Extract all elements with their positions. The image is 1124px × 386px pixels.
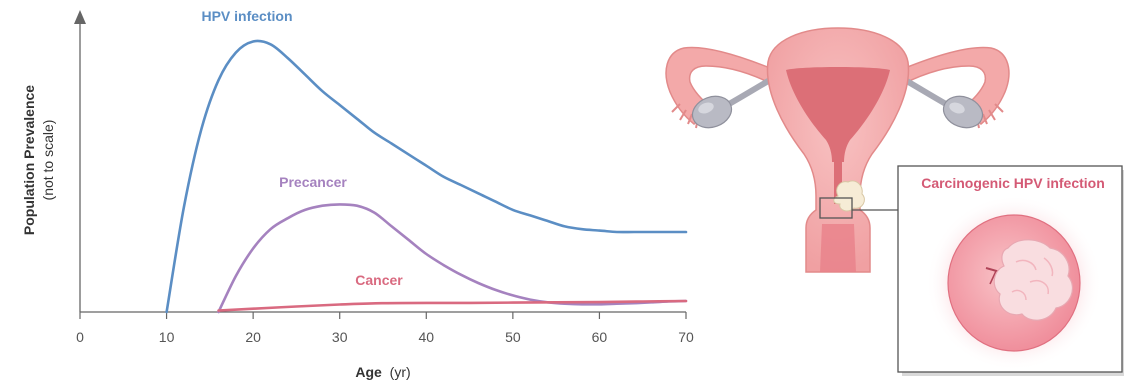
series-label-cancer: Cancer	[355, 272, 403, 288]
uterus-illustration	[665, 27, 1010, 273]
x-tick-label: 50	[505, 329, 521, 345]
x-tick-label: 30	[332, 329, 348, 345]
inset-lesion	[993, 239, 1073, 321]
vaginal-canal	[820, 224, 856, 272]
cervical-canal	[834, 160, 842, 204]
y-axis-label: Population Prevalence	[21, 85, 37, 235]
lesion-highlight-box	[819, 197, 853, 219]
y-axis-arrow	[74, 10, 86, 24]
series-line-cancer	[217, 299, 688, 312]
x-axis-label: Age	[355, 364, 382, 380]
x-tick-label: 0	[76, 329, 84, 345]
x-axis-unit: (yr)	[390, 364, 411, 380]
x-tick-label: 20	[245, 329, 261, 345]
x-tick-label: 60	[592, 329, 608, 345]
series-label-hpv-infection: HPV infection	[201, 8, 292, 24]
right-fimbriae	[976, 103, 1004, 129]
x-axis-title: Age (yr)	[355, 364, 410, 380]
left-ovary-highlight	[698, 102, 714, 114]
series-label-precancer: Precancer	[279, 174, 347, 190]
left-ovary	[691, 95, 733, 129]
uterine-cavity	[786, 67, 890, 162]
prevalence-chart: 0 10 20 30 40 50 60 70 Age (yr) Population Prev…	[21, 8, 694, 380]
right-ovary-highlight	[949, 102, 965, 114]
series-line-hpv-infection	[165, 39, 688, 314]
x-tick-label: 10	[159, 329, 175, 345]
x-tick-label: 70	[678, 329, 694, 345]
series-line-precancer	[217, 203, 688, 314]
x-tick-label: 40	[418, 329, 434, 345]
series-lines	[165, 39, 688, 314]
x-ticks: 0 10 20 30 40 50 60 70	[76, 312, 694, 345]
left-fimbriae	[671, 103, 699, 129]
inset-title: Carcinogenic HPV infection	[921, 175, 1105, 191]
inset-panel: Carcinogenic HPV infection	[897, 165, 1124, 376]
inset-lesion-texture	[1011, 257, 1054, 301]
cervical-lesion	[833, 180, 865, 212]
y-axis-note: (not to scale)	[40, 120, 56, 201]
cervical-os-branch	[989, 270, 997, 285]
